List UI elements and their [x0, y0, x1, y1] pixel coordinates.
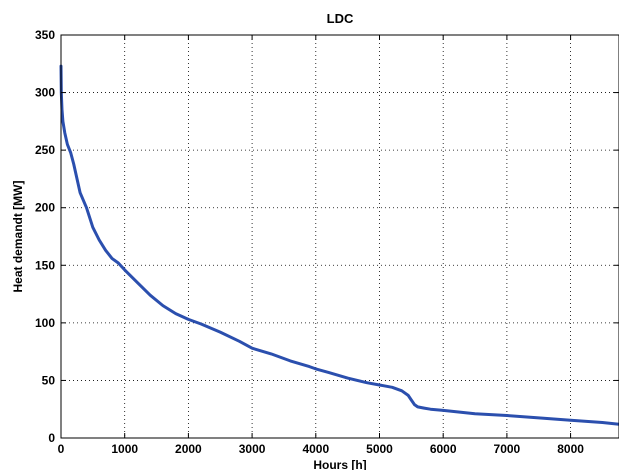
plot-frame — [60, 34, 619, 439]
x-tick-label: 8000 — [557, 442, 584, 456]
grid-lines — [61, 35, 619, 438]
x-tick-label: 4000 — [302, 442, 329, 456]
y-tick-label: 100 — [35, 316, 55, 330]
chart-title: LDC — [327, 11, 354, 26]
y-axis-label: Heat demandt [MW] — [11, 181, 25, 293]
axis-ticks: 0 1000 2000 3000 4000 5000 6000 7000 8000 0 50 100 1… — [35, 28, 619, 456]
x-tick-label: 2000 — [175, 442, 202, 456]
x-tick-label: 6000 — [430, 442, 457, 456]
series-group — [59, 64, 619, 426]
y-tick-label: 150 — [35, 258, 55, 272]
x-tick-label: 5000 — [366, 442, 393, 456]
x-tick-label: 3000 — [239, 442, 266, 456]
x-tick-label: 1000 — [111, 442, 138, 456]
x-tick-label: 7000 — [494, 442, 521, 456]
y-tick-label: 350 — [35, 28, 55, 42]
x-tick-label: 0 — [58, 442, 65, 456]
y-tick-label: 300 — [35, 86, 55, 100]
y-tick-label: 50 — [42, 373, 56, 387]
y-tick-label: 250 — [35, 143, 55, 157]
x-axis-label: Hours [h] — [313, 458, 366, 470]
y-tick-label: 0 — [48, 431, 55, 445]
y-tick-label: 200 — [35, 201, 55, 215]
series-line — [59, 64, 619, 426]
